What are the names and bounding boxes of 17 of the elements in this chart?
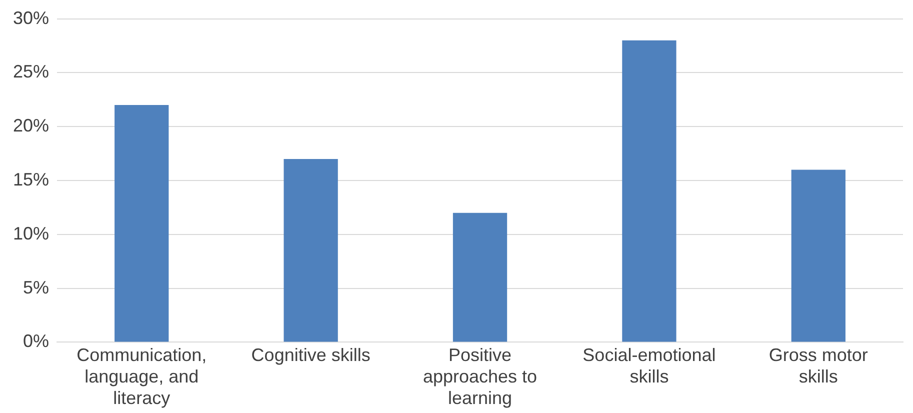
y-tick-label: 10% bbox=[12, 223, 50, 244]
x-tick-label: Communication, language, and literacy bbox=[76, 344, 207, 408]
y-tick-label: 20% bbox=[12, 116, 50, 136]
y-tick-label: 30% bbox=[12, 8, 50, 28]
bar bbox=[622, 40, 676, 342]
bar bbox=[791, 170, 846, 342]
x-tick-label: Cognitive skills bbox=[251, 344, 370, 365]
y-tick-label: 15% bbox=[12, 169, 50, 190]
x-tick-label: Positive approaches to learning bbox=[422, 344, 538, 408]
bar bbox=[452, 212, 508, 342]
y-tick-label: 5% bbox=[23, 277, 50, 298]
x-tick-label: Social-emotional skills bbox=[582, 344, 716, 387]
bar bbox=[114, 105, 169, 342]
y-tick-label: 25% bbox=[12, 62, 50, 82]
bar bbox=[284, 158, 338, 342]
y-tick-label: 0% bbox=[23, 331, 50, 352]
x-tick-label: Gross motor skills bbox=[768, 344, 868, 387]
